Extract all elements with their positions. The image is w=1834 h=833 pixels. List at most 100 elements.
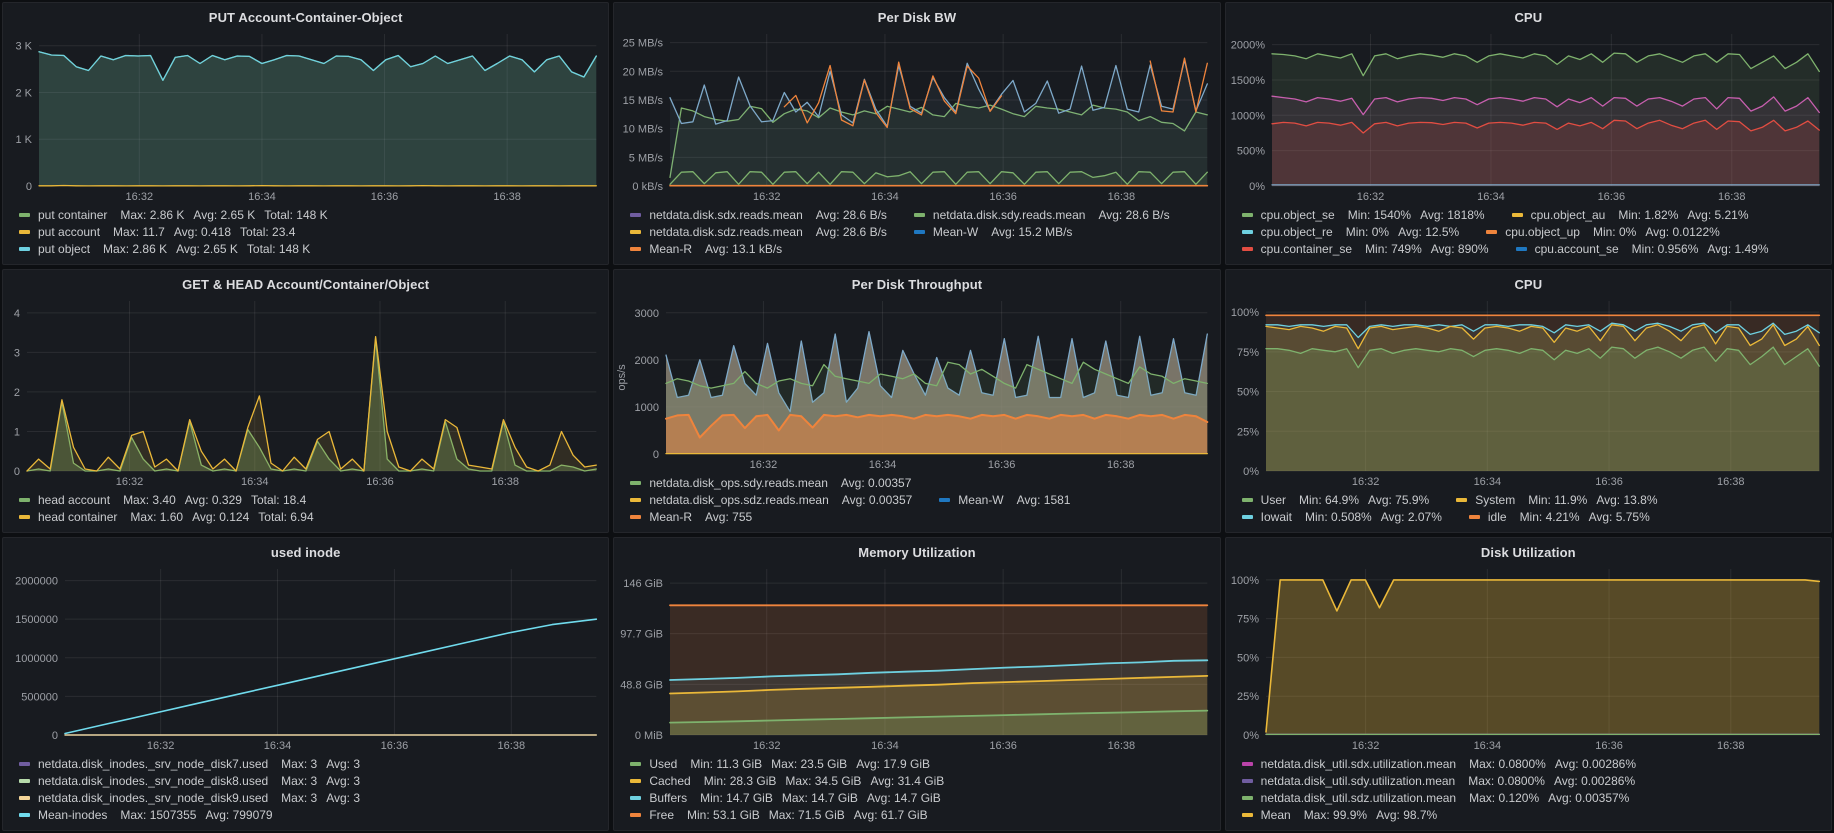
- legend-item[interactable]: head account Max: 3.40 Avg: 0.329 Total: 18…: [19, 493, 315, 507]
- x-axis-tick-label: 16:38: [1107, 459, 1135, 471]
- series-color-swatch: [1241, 497, 1253, 502]
- legend-item[interactable]: netdata.disk_ops.sdz.reads.mean Avg: 0.00…: [630, 493, 921, 507]
- chart-area[interactable]: 0 MiB 48.8 GiB 97.7 GiB 146 GiB 16:32 16:34 16…: [614, 562, 1219, 754]
- chart-canvas[interactable]: 0 kB/s 5 MB/s 10 MB/s 15 MB/s 20 MB/s 25 MB/s…: [614, 27, 1219, 205]
- legend-item[interactable]: netdata.disk.sdz.reads.mean Avg: 28.6 B/s: [630, 225, 896, 239]
- legend-item[interactable]: Mean-W Avg: 15.2 MB/s: [913, 225, 1082, 239]
- legend-item[interactable]: cpu.object_up Min: 0% Avg: 0.0122%: [1486, 225, 1729, 239]
- chart-area[interactable]: 0% 500% 1000% 1500% 2000% 16:32 16:34 16:36 16:3…: [1226, 27, 1831, 205]
- panel-get-head: GET & HEAD Account/Container/Object 0 1 2 3…: [2, 269, 610, 533]
- series-name: Mean-R: [649, 509, 693, 524]
- series-color-swatch: [1515, 246, 1527, 251]
- legend-item[interactable]: cpu.object_re Min: 0% Avg: 12.5%: [1241, 225, 1469, 239]
- series-color-swatch: [19, 212, 30, 217]
- y-axis-tick-label: 0 kB/s: [633, 181, 664, 193]
- legend-item[interactable]: netdata.disk_inodes._srv_node_disk7.used…: [19, 757, 369, 771]
- series-color-swatch: [630, 514, 642, 519]
- chart-area[interactable]: 0 1000 2000 3000 16:32 16:34 16:36 16:38 ops/s: [614, 294, 1219, 473]
- series-stat: Max: 1507355: [120, 807, 197, 822]
- chart-canvas[interactable]: 0% 25% 50% 75% 100% 16:32 16:34 16:36 16:38: [1226, 562, 1831, 754]
- series-stat: Max: 71.5 GiB: [768, 807, 845, 822]
- legend-item[interactable]: put account Max: 11.7 Avg: 0.418 Total: 23.…: [19, 225, 304, 239]
- legend-item[interactable]: Mean-R Avg: 13.1 kB/s: [630, 242, 791, 256]
- legend-item[interactable]: Free Min: 53.1 GiB Max: 71.5 GiB Avg: 61.7 …: [630, 808, 936, 822]
- legend-row: Iowait Min: 0.508% Avg: 2.07% idle Min: 4.21…: [1241, 508, 1821, 525]
- panel-title[interactable]: used inode: [270, 545, 341, 560]
- legend-item[interactable]: Mean-W Avg: 1581: [939, 493, 1079, 507]
- legend-item[interactable]: Used Min: 11.3 GiB Max: 23.5 GiB Avg: 17.9 …: [630, 757, 939, 771]
- legend-item[interactable]: cpu.account_se Min: 0.956% Avg: 1.49%: [1515, 242, 1778, 256]
- y-axis-tick-label: 100%: [1231, 307, 1259, 319]
- panel-title[interactable]: GET & HEAD Account/Container/Object: [182, 277, 430, 292]
- legend-row: netdata.disk_ops.sdy.reads.mean Avg: 0.00…: [630, 474, 1209, 491]
- chart-area[interactable]: 0 kB/s 5 MB/s 10 MB/s 15 MB/s 20 MB/s 25 MB/s…: [614, 27, 1219, 205]
- legend-item[interactable]: netdata.disk_util.sdy.utilization.mean Ma…: [1241, 774, 1644, 788]
- legend-item[interactable]: netdata.disk.sdy.reads.mean Avg: 28.6 B/s: [913, 208, 1179, 222]
- legend-item[interactable]: cpu.object_au Min: 1.82% Avg: 5.21%: [1511, 208, 1758, 222]
- legend-item[interactable]: netdata.disk_util.sdx.utilization.mean Ma…: [1241, 757, 1645, 771]
- legend-row: Mean Max: 99.9% Avg: 98.7%: [1241, 806, 1821, 823]
- chart-area[interactable]: 0 500000 1000000 1500000 2000000 16:32 16:34 16…: [3, 562, 608, 754]
- series-stat: Avg: 0.0122%: [1645, 224, 1720, 239]
- chart-canvas[interactable]: 0% 25% 50% 75% 100% 16:32 16:34 16:36 16:38: [1226, 294, 1831, 490]
- series-line: [669, 102, 1209, 179]
- series-area: [1271, 96, 1819, 186]
- legend-item[interactable]: idle Min: 4.21% Avg: 5.75%: [1468, 509, 1659, 524]
- legend-item[interactable]: put object Max: 2.86 K Avg: 2.65 K Total: 1…: [19, 242, 319, 256]
- series-name: head container: [38, 509, 118, 524]
- legend-item[interactable]: cpu.object_se Min: 1540% Avg: 1818%: [1241, 208, 1494, 222]
- legend-item[interactable]: Cached Min: 28.3 GiB Max: 34.5 GiB Avg: 31.…: [630, 774, 953, 788]
- legend-item[interactable]: Buffers Min: 14.7 GiB Max: 14.7 GiB Avg: 14…: [630, 791, 949, 805]
- legend-item[interactable]: netdata.disk_inodes._srv_node_disk8.used…: [19, 774, 369, 788]
- legend-item[interactable]: netdata.disk_util.sdz.utilization.mean Ma…: [1241, 791, 1639, 805]
- panel-title[interactable]: Per Disk BW: [877, 10, 957, 25]
- legend-item[interactable]: netdata.disk_inodes._srv_node_disk9.used…: [19, 791, 369, 805]
- legend-item[interactable]: Mean Max: 99.9% Avg: 98.7%: [1241, 807, 1447, 822]
- series-stat: Avg: 98.7%: [1376, 807, 1438, 822]
- chart-canvas[interactable]: 0 500000 1000000 1500000 2000000 16:32 16:34 16…: [3, 562, 608, 754]
- chart-area[interactable]: 0 1 2 3 4 16:32 16:34 16:36 16:38: [3, 294, 608, 490]
- chart-area[interactable]: 0 1 K 2 K 3 K 16:32 16:34 16:36 16:38: [3, 27, 608, 205]
- series-area: [39, 51, 597, 186]
- legend-item[interactable]: User Min: 64.9% Avg: 75.9%: [1241, 493, 1439, 507]
- legend: Used Min: 11.3 GiB Max: 23.5 GiB Avg: 17.9 …: [614, 754, 1219, 830]
- legend-item[interactable]: Mean-R Avg: 755: [630, 510, 761, 524]
- x-axis-tick-label: 16:32: [750, 459, 778, 471]
- chart-area[interactable]: 0% 25% 50% 75% 100% 16:32 16:34 16:36 16:38: [1226, 294, 1831, 490]
- chart-canvas[interactable]: 0 1000 2000 3000 16:32 16:34 16:36 16:38 ops/s: [614, 294, 1219, 473]
- panel-title[interactable]: CPU: [1514, 277, 1543, 292]
- panel-title[interactable]: PUT Account-Container-Object: [208, 10, 403, 25]
- x-axis-tick-label: 16:32: [753, 191, 781, 203]
- legend-item[interactable]: netdata.disk_ops.sdy.reads.mean Avg: 0.00…: [630, 476, 920, 490]
- panel-title[interactable]: Disk Utilization: [1480, 545, 1576, 560]
- legend: User Min: 64.9% Avg: 75.9% System Min: 11.9%…: [1226, 490, 1831, 532]
- y-axis-tick-label: 10 MB/s: [623, 124, 664, 136]
- legend-item[interactable]: System Min: 11.9% Avg: 13.8%: [1456, 493, 1666, 507]
- series-line: [665, 330, 1209, 413]
- panel-title[interactable]: Memory Utilization: [858, 545, 976, 560]
- chart-canvas[interactable]: 0 1 2 3 4 16:32 16:34 16:36 16:38: [3, 294, 608, 490]
- legend-row: User Min: 64.9% Avg: 75.9% System Min: 11.9%…: [1241, 491, 1821, 508]
- series-stat: Max: 2.86 K: [120, 207, 185, 222]
- chart-canvas[interactable]: 0% 500% 1000% 1500% 2000% 16:32 16:34 16:36 16:3…: [1226, 27, 1831, 205]
- panel-title[interactable]: Per Disk Throughput: [851, 277, 983, 292]
- legend-item[interactable]: cpu.container_se Min: 749% Avg: 890%: [1241, 241, 1498, 256]
- panel-title[interactable]: CPU: [1514, 10, 1543, 25]
- legend: netdata.disk.sdx.reads.mean Avg: 28.6 B/s…: [614, 205, 1219, 264]
- series-stat: Min: 4.21%: [1519, 509, 1580, 524]
- y-axis-tick-label: 0: [14, 466, 20, 478]
- legend-item[interactable]: Iowait Min: 0.508% Avg: 2.07%: [1241, 509, 1451, 524]
- series-name: cpu.container_se: [1260, 241, 1353, 256]
- series-line: [1265, 346, 1820, 369]
- legend-item[interactable]: put container Max: 2.86 K Avg: 2.65 K Total…: [19, 208, 337, 222]
- legend-item[interactable]: Mean-inodes Max: 1507355 Avg: 799079: [19, 808, 282, 822]
- x-axis-tick-label: 16:38: [1108, 740, 1136, 752]
- chart-area[interactable]: 0% 25% 50% 75% 100% 16:32 16:34 16:36 16:38: [1226, 562, 1831, 754]
- series-area: [1265, 324, 1819, 471]
- legend-item[interactable]: head container Max: 1.60 Avg: 0.124 Total: …: [19, 510, 323, 524]
- legend-item[interactable]: netdata.disk.sdx.reads.mean Avg: 28.6 B/s: [630, 208, 896, 222]
- series-stat: Avg: 2.07%: [1380, 509, 1442, 524]
- series-color-swatch: [1241, 229, 1253, 234]
- chart-canvas[interactable]: 0 1 K 2 K 3 K 16:32 16:34 16:36 16:38: [3, 27, 608, 205]
- chart-canvas[interactable]: 0 MiB 48.8 GiB 97.7 GiB 146 GiB 16:32 16:34 16…: [614, 562, 1219, 754]
